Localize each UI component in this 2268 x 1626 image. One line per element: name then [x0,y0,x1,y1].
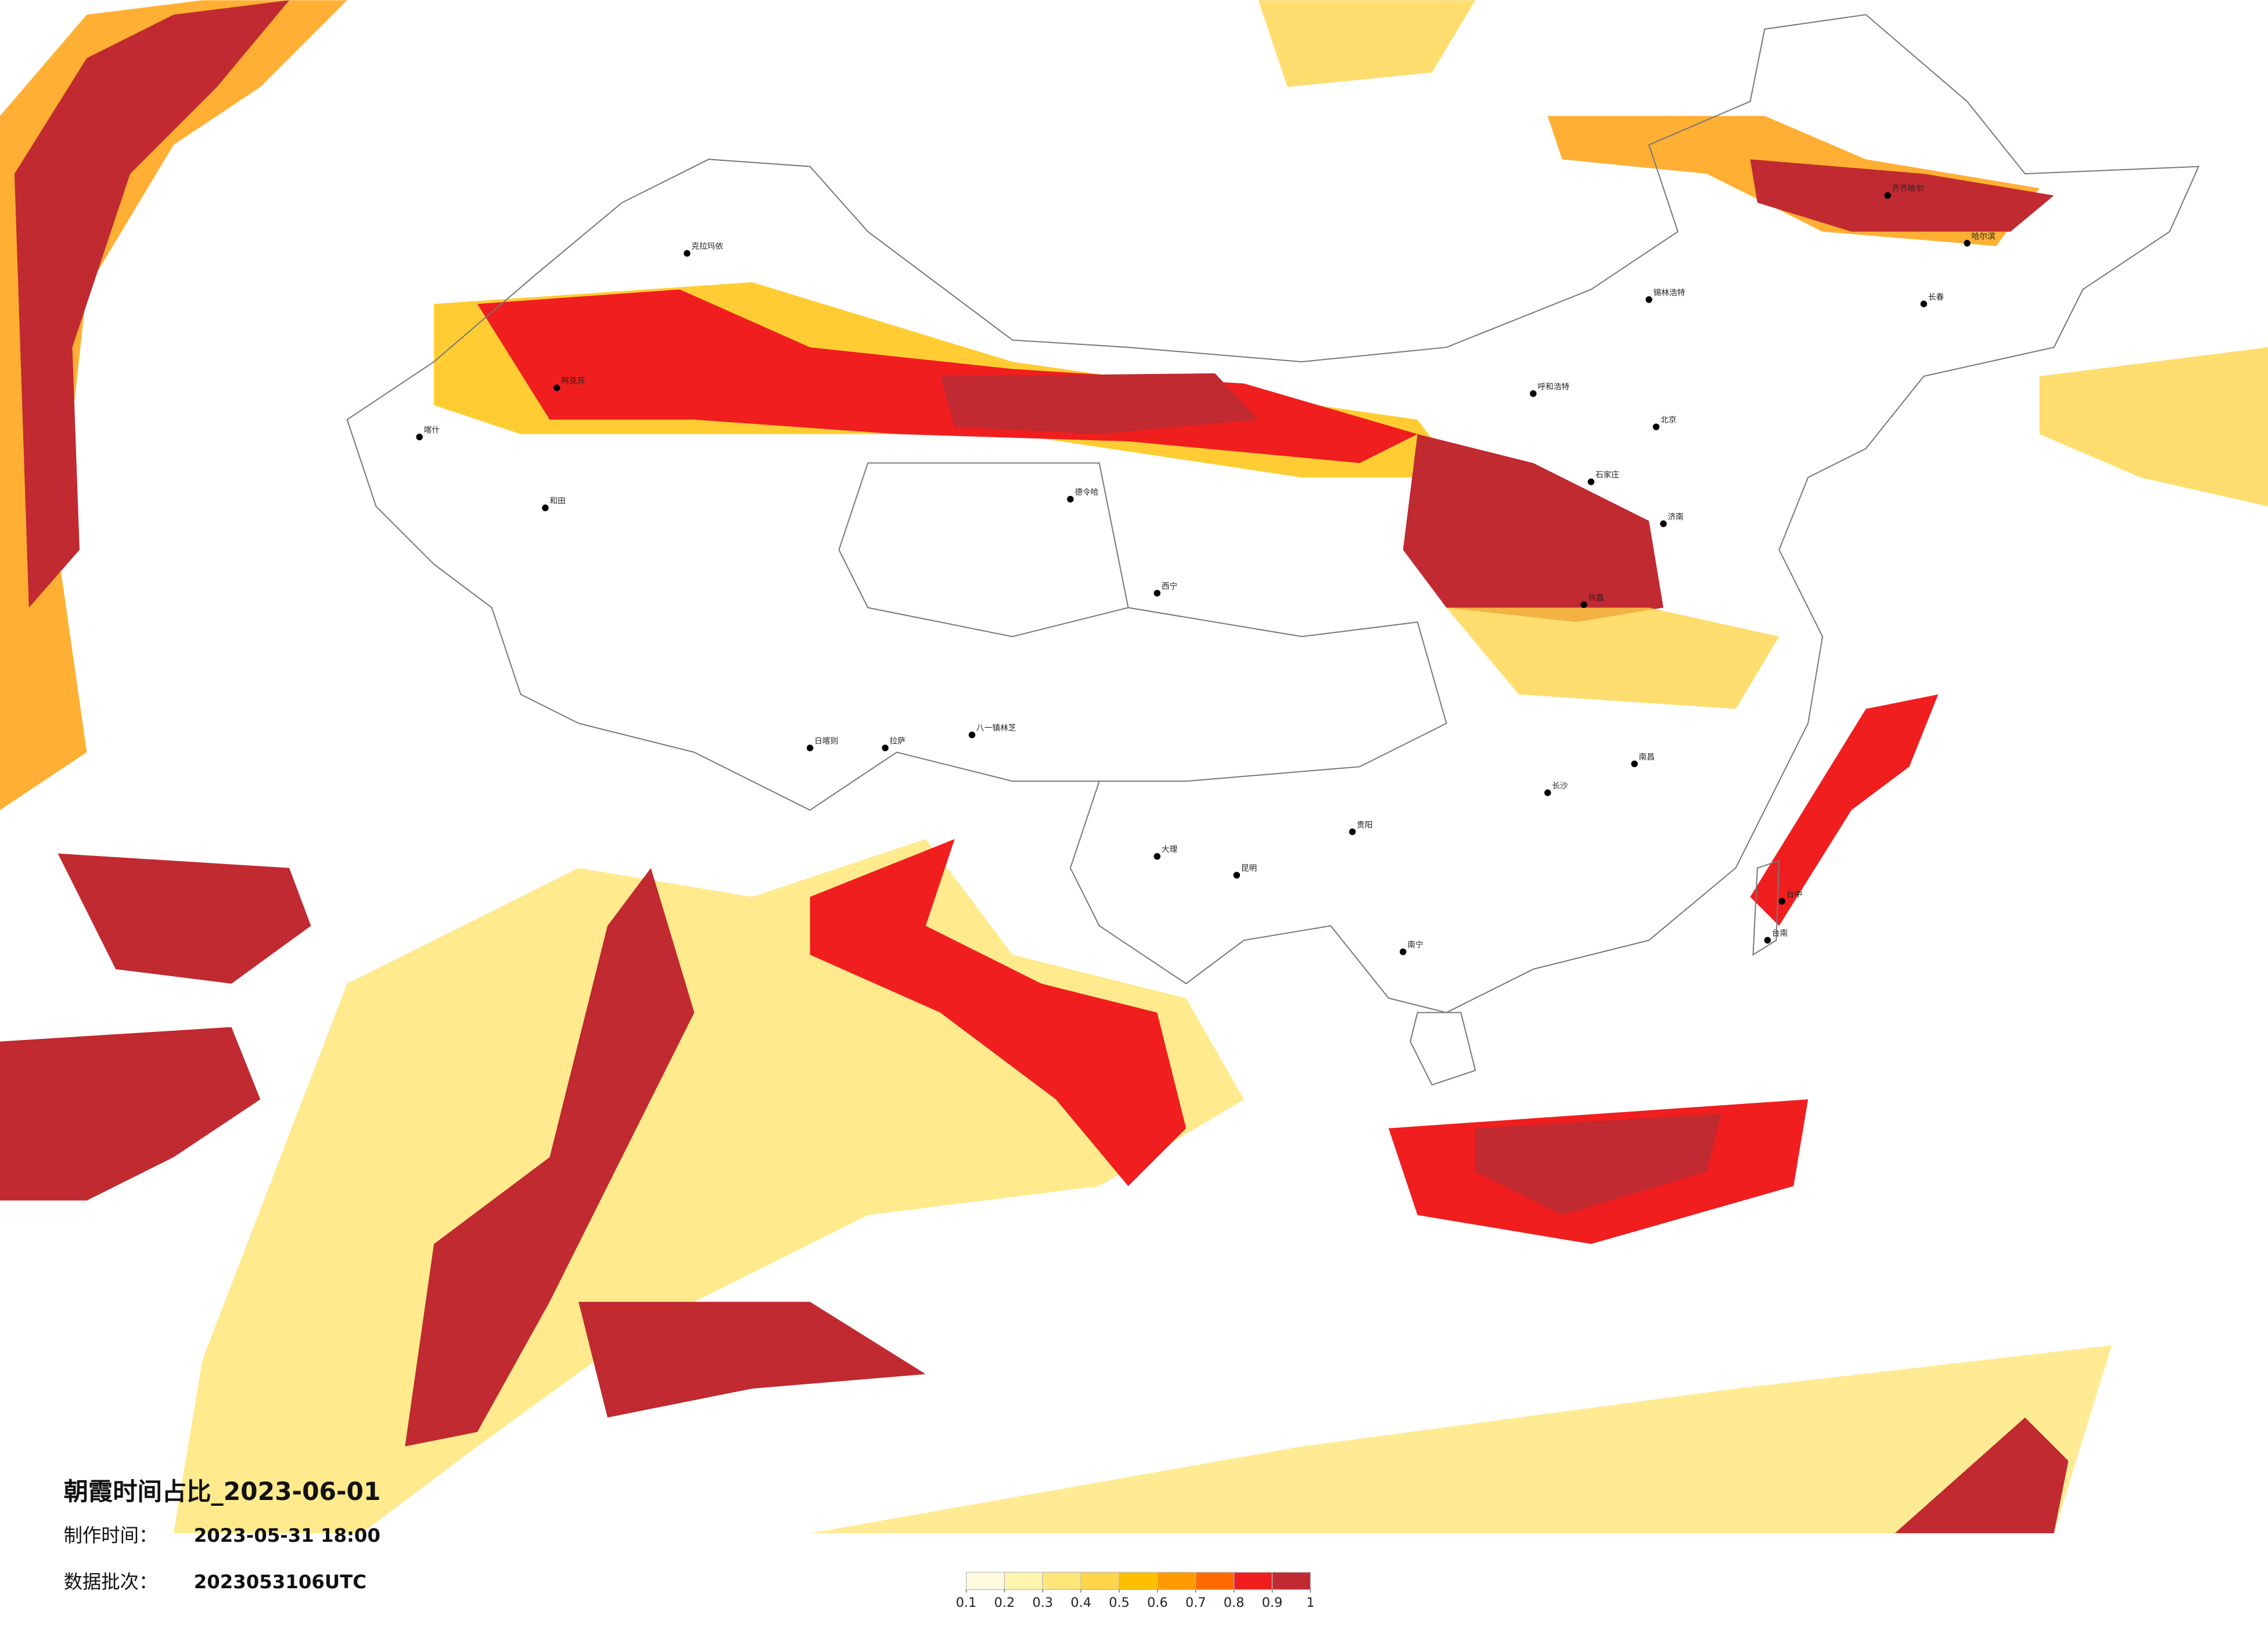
city-name: 昆明 [1241,864,1257,873]
city-dot [1645,296,1652,303]
colorbar-swatch [1004,1571,1043,1590]
colorbar-swatch [1119,1571,1158,1590]
city-dot [1964,240,1971,247]
colorbar-label: 0.1 [956,1595,977,1610]
city-dot [416,433,423,441]
city-name: 和田 [549,497,565,506]
city-name: 拉萨 [890,736,905,746]
city-name: 长春 [1928,293,1944,302]
colorbar-swatch [1195,1571,1235,1590]
city-dot [1349,828,1356,836]
city-dot [1631,760,1638,768]
cloud-field [0,0,2268,1534]
city-name: 台中 [1787,890,1802,899]
colorbar-label: 0.3 [1033,1595,1054,1610]
city-dot [1920,300,1928,308]
colorbar-swatch [1233,1571,1273,1590]
city-name: 济南 [1667,512,1683,521]
city-dot [1580,601,1587,609]
city-name: 阿克苏 [561,376,585,386]
city-name: 南宁 [1407,940,1423,950]
city-name: 克拉玛依 [691,242,723,251]
city-dot [542,504,549,512]
colorbar-label: 0.9 [1262,1595,1283,1610]
city-name: 石家庄 [1595,470,1619,480]
city-name: 锡林浩特 [1654,288,1685,297]
city-dot [806,744,814,751]
colorbar-label: 0.6 [1147,1595,1168,1610]
city-dot [882,744,889,751]
city-dot [1764,937,1771,944]
city-dot [1153,589,1161,597]
colorbar-label: 0.2 [994,1595,1015,1610]
batch-label: 数据批次： [64,1571,158,1593]
city-name: 喀什 [424,426,440,435]
city-name: 贵阳 [1357,821,1372,830]
city-name: 齐齐哈尔 [1892,184,1924,193]
city-name: 长沙 [1552,782,1568,791]
colorbar-swatch [1271,1571,1311,1590]
city-name: 哈尔滨 [1971,232,1995,241]
city-dot [684,250,691,257]
city-name: 日喀则 [814,736,838,746]
city-name: 西宁 [1162,581,1177,591]
city-name: 大理 [1162,845,1178,854]
city-name: 南昌 [1639,753,1655,762]
colorbar: 0.1 0.2 0.3 0.4 0.5 0.6 0.7 0.8 0.9 1 [956,1571,1314,1610]
city-name: 许昌 [1588,593,1604,603]
city-dot [1544,789,1551,796]
colorbar-swatch [1157,1571,1196,1590]
colorbar-label: 0.4 [1070,1595,1091,1610]
city-dot [1399,948,1407,955]
city-dot [1587,478,1595,485]
city-name: 呼和浩特 [1537,382,1569,391]
city-dot [1778,898,1785,905]
colorbar-swatch [965,1571,1005,1590]
city-dot [1530,390,1537,397]
colorbar-label: 1 [1306,1595,1314,1610]
batch-value: 2023053106UTC [194,1571,366,1593]
city-name: 台南 [1772,929,1788,938]
colorbar-label: 0.5 [1109,1595,1130,1610]
city-name: 德令哈 [1074,488,1098,497]
map-title: 朝霞时间占比_2023-06-01 [64,1477,381,1506]
city-dot [1652,423,1660,430]
city-dot [968,731,976,739]
city-dot [1884,192,1891,199]
city-name: 北京 [1660,416,1676,425]
made-value: 2023-05-31 18:00 [194,1524,380,1546]
city-dot [553,384,560,391]
colorbar-label: 0.7 [1185,1595,1206,1610]
city-dot [1233,872,1241,879]
boundaries [346,14,2200,1086]
made-label: 制作时间： [64,1524,158,1546]
colorbar-swatch [1042,1571,1081,1590]
city-dot [1153,852,1161,860]
city-dot [1660,520,1667,527]
city-name: 八一镇林芝 [976,724,1016,733]
colorbar-swatch [1080,1571,1120,1590]
city-dot [1067,495,1074,503]
colorbar-label: 0.8 [1224,1595,1245,1610]
